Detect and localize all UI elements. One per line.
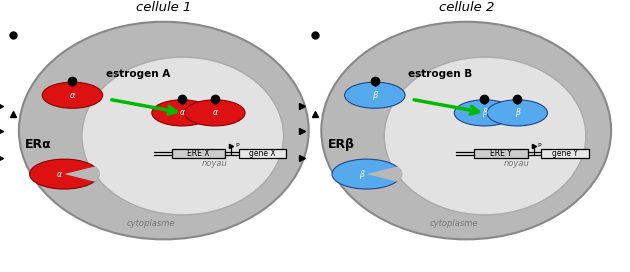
Text: P: P bbox=[235, 143, 239, 148]
FancyBboxPatch shape bbox=[474, 149, 528, 158]
Wedge shape bbox=[64, 166, 100, 182]
FancyBboxPatch shape bbox=[239, 149, 287, 158]
Text: β: β bbox=[482, 108, 487, 118]
Ellipse shape bbox=[321, 22, 611, 239]
Text: gene Y: gene Y bbox=[552, 149, 578, 158]
Circle shape bbox=[332, 159, 401, 189]
Text: ERβ: ERβ bbox=[328, 138, 355, 151]
FancyBboxPatch shape bbox=[542, 149, 588, 158]
Text: α: α bbox=[57, 169, 62, 179]
Text: estrogen A: estrogen A bbox=[106, 69, 170, 79]
Ellipse shape bbox=[384, 57, 586, 215]
Text: cytoplasme: cytoplasme bbox=[430, 220, 478, 228]
Wedge shape bbox=[367, 166, 403, 182]
Text: gene X: gene X bbox=[249, 149, 276, 158]
Circle shape bbox=[487, 100, 547, 126]
FancyBboxPatch shape bbox=[171, 149, 226, 158]
Circle shape bbox=[185, 100, 245, 126]
Circle shape bbox=[152, 100, 212, 126]
Circle shape bbox=[42, 82, 103, 108]
Ellipse shape bbox=[82, 57, 284, 215]
Text: α: α bbox=[212, 108, 217, 118]
Text: ERE Y: ERE Y bbox=[490, 149, 512, 158]
Text: β: β bbox=[515, 108, 520, 118]
Text: ERα: ERα bbox=[25, 138, 52, 151]
Circle shape bbox=[345, 82, 405, 108]
Text: ERE X: ERE X bbox=[187, 149, 210, 158]
Text: β: β bbox=[372, 91, 377, 100]
Text: cellule 2: cellule 2 bbox=[438, 1, 494, 14]
Circle shape bbox=[30, 159, 99, 189]
Text: P: P bbox=[537, 143, 541, 148]
Text: β: β bbox=[359, 169, 364, 179]
Text: α: α bbox=[180, 108, 185, 118]
Text: noyau: noyau bbox=[202, 159, 227, 168]
Text: estrogen B: estrogen B bbox=[408, 69, 472, 79]
Text: cellule 1: cellule 1 bbox=[136, 1, 192, 14]
Ellipse shape bbox=[19, 22, 309, 239]
Text: α: α bbox=[70, 91, 75, 100]
Circle shape bbox=[454, 100, 515, 126]
Text: cytoplasme: cytoplasme bbox=[127, 220, 175, 228]
Text: noyau: noyau bbox=[504, 159, 529, 168]
